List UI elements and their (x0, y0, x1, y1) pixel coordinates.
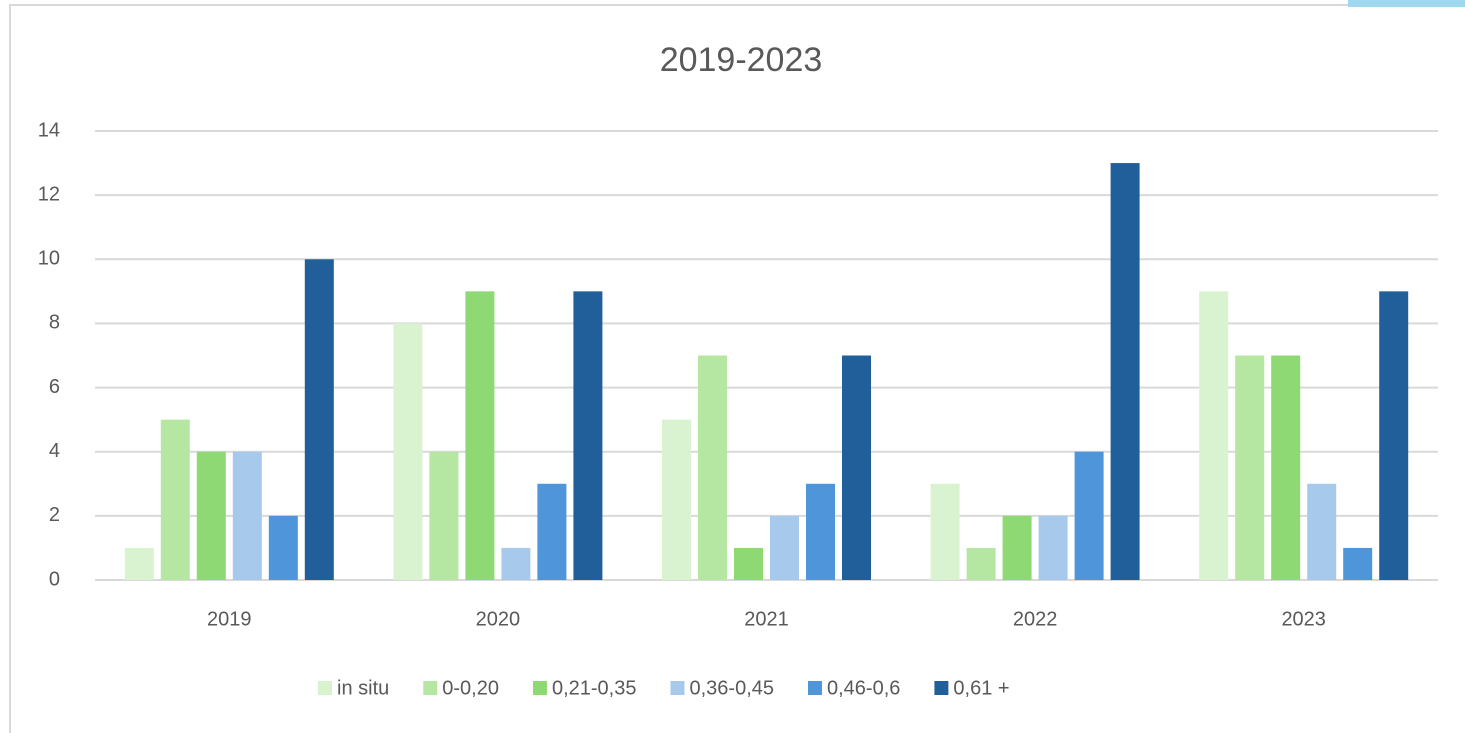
bar (1074, 451, 1104, 580)
legend-swatch (670, 681, 685, 695)
bar (1199, 291, 1229, 580)
bar (501, 547, 531, 580)
legend-swatch (934, 681, 949, 695)
bar (966, 547, 996, 580)
y-tick-label: 10 (38, 248, 60, 270)
legend-label: 0,46-0,6 (827, 677, 900, 699)
bar (196, 451, 226, 580)
bar (1307, 483, 1337, 580)
legend-swatch (423, 681, 438, 695)
x-tick-label: 2021 (744, 608, 789, 630)
chart-title: 2019-2023 (660, 41, 823, 79)
bar (842, 355, 871, 580)
bar (930, 483, 960, 580)
bar (698, 355, 727, 580)
legend-swatch (532, 681, 547, 695)
legend-label: 0,61 + (953, 677, 1009, 699)
bar (770, 515, 799, 580)
y-tick-label: 8 (49, 312, 60, 334)
bar (1271, 355, 1301, 580)
bar (1038, 515, 1068, 580)
bar (268, 515, 298, 580)
x-tick-label: 2022 (1013, 608, 1058, 630)
bar (573, 291, 603, 580)
bar (465, 291, 495, 580)
y-tick-label: 6 (49, 376, 60, 398)
bar (1110, 163, 1140, 581)
legend-label: 0,36-0,45 (689, 677, 774, 699)
y-tick-label: 14 (38, 119, 60, 141)
x-tick-label: 2023 (1281, 608, 1326, 630)
y-tick-label: 4 (49, 440, 60, 462)
bar (806, 483, 835, 580)
legend-label: in situ (337, 677, 389, 699)
bar (304, 259, 334, 580)
bar (160, 419, 190, 580)
legend-swatch (318, 681, 332, 695)
corner-decoration (1348, 0, 1465, 7)
bar (232, 451, 262, 580)
legend-label: 0,21-0,35 (552, 677, 637, 699)
bar (429, 451, 459, 580)
bar (1379, 291, 1409, 580)
bar (537, 483, 567, 580)
y-tick-label: 12 (38, 183, 60, 205)
y-tick-label: 0 (49, 568, 60, 590)
bar (1343, 547, 1373, 580)
y-tick-label: 2 (49, 504, 60, 526)
bar (124, 547, 154, 580)
legend-swatch (808, 681, 822, 695)
bar (662, 419, 691, 580)
bar (734, 547, 763, 580)
x-tick-label: 2019 (207, 608, 252, 630)
bar (1002, 515, 1032, 580)
bar (393, 323, 423, 580)
legend-label: 0-0,20 (442, 677, 499, 699)
bar (1235, 355, 1265, 580)
x-tick-label: 2020 (476, 608, 521, 630)
